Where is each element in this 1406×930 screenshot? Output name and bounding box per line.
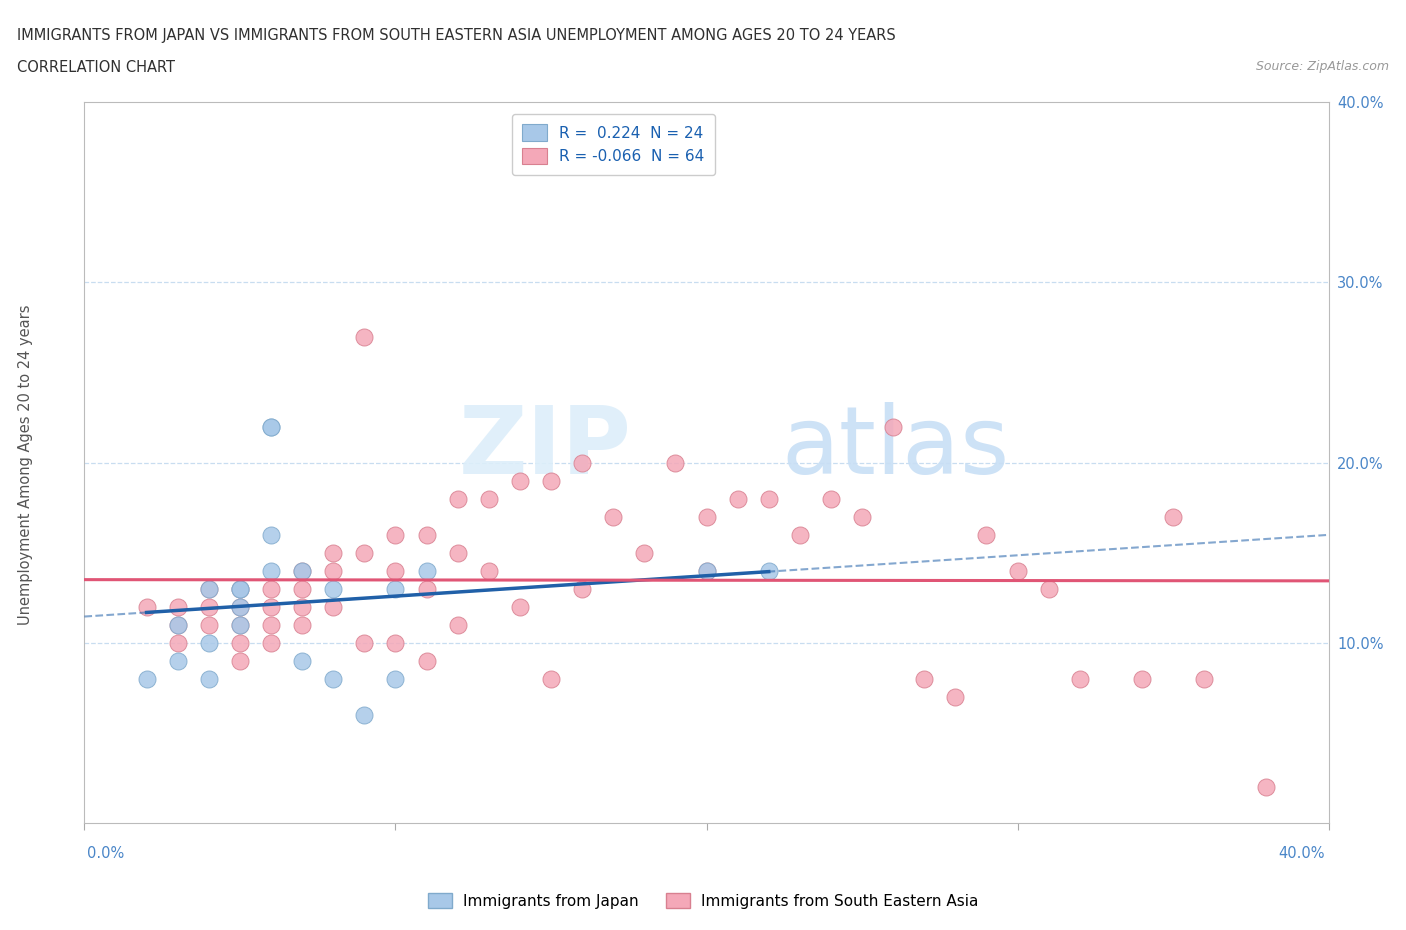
Point <box>602 510 624 525</box>
Point <box>322 564 344 578</box>
Point <box>1256 779 1278 794</box>
Point <box>447 491 470 506</box>
Point <box>322 545 344 560</box>
Point <box>260 618 283 632</box>
Text: 40.0%: 40.0% <box>1278 846 1324 861</box>
Point <box>166 600 188 615</box>
Point <box>198 581 221 596</box>
Point <box>229 618 252 632</box>
Point <box>322 600 344 615</box>
Point <box>229 600 252 615</box>
Point <box>353 329 375 344</box>
Point <box>229 618 252 632</box>
Point <box>229 581 252 596</box>
Point <box>198 600 221 615</box>
Point <box>540 671 562 686</box>
Point <box>135 671 157 686</box>
Point <box>198 635 221 650</box>
Point <box>415 564 437 578</box>
Point <box>912 671 935 686</box>
Point <box>260 600 283 615</box>
Point <box>415 581 437 596</box>
Point <box>260 419 283 434</box>
Text: 0.0%: 0.0% <box>87 846 124 861</box>
Point <box>322 581 344 596</box>
Point <box>353 635 375 650</box>
Text: Source: ZipAtlas.com: Source: ZipAtlas.com <box>1256 60 1389 73</box>
Point <box>1161 510 1184 525</box>
Point <box>291 654 314 669</box>
Point <box>291 564 314 578</box>
Point <box>291 600 314 615</box>
Point <box>571 456 593 471</box>
Point <box>1194 671 1216 686</box>
Legend: Immigrants from Japan, Immigrants from South Eastern Asia: Immigrants from Japan, Immigrants from S… <box>422 886 984 915</box>
Point <box>945 689 967 704</box>
Point <box>198 581 221 596</box>
Point <box>696 564 718 578</box>
Point <box>260 527 283 542</box>
Point <box>353 708 375 723</box>
Point <box>1038 581 1060 596</box>
Text: Unemployment Among Ages 20 to 24 years: Unemployment Among Ages 20 to 24 years <box>18 305 32 625</box>
Point <box>633 545 655 560</box>
Point <box>384 581 406 596</box>
Point <box>976 527 998 542</box>
Legend: R =  0.224  N = 24, R = -0.066  N = 64: R = 0.224 N = 24, R = -0.066 N = 64 <box>512 113 714 175</box>
Point <box>820 491 842 506</box>
Point <box>478 491 501 506</box>
Point <box>166 654 188 669</box>
Point <box>540 473 562 488</box>
Point <box>291 618 314 632</box>
Point <box>571 581 593 596</box>
Point <box>384 671 406 686</box>
Point <box>166 635 188 650</box>
Point <box>229 581 252 596</box>
Point <box>727 491 749 506</box>
Point <box>260 419 283 434</box>
Text: CORRELATION CHART: CORRELATION CHART <box>17 60 174 75</box>
Point <box>384 635 406 650</box>
Text: ZIP: ZIP <box>458 403 631 494</box>
Point <box>696 510 718 525</box>
Point <box>229 581 252 596</box>
Point <box>415 527 437 542</box>
Point <box>758 491 780 506</box>
Point <box>166 618 188 632</box>
Point <box>353 545 375 560</box>
Point <box>447 545 470 560</box>
Point <box>447 618 470 632</box>
Point <box>291 581 314 596</box>
Point <box>260 635 283 650</box>
Point <box>291 564 314 578</box>
Point <box>509 600 531 615</box>
Point <box>664 456 686 471</box>
Point <box>229 600 252 615</box>
Point <box>322 671 344 686</box>
Point <box>198 671 221 686</box>
Point <box>260 564 283 578</box>
Point <box>415 654 437 669</box>
Point <box>166 618 188 632</box>
Point <box>789 527 811 542</box>
Point <box>260 581 283 596</box>
Point <box>696 564 718 578</box>
Point <box>384 527 406 542</box>
Point <box>1069 671 1091 686</box>
Point <box>135 600 157 615</box>
Point <box>229 654 252 669</box>
Text: IMMIGRANTS FROM JAPAN VS IMMIGRANTS FROM SOUTH EASTERN ASIA UNEMPLOYMENT AMONG A: IMMIGRANTS FROM JAPAN VS IMMIGRANTS FROM… <box>17 28 896 43</box>
Point <box>384 564 406 578</box>
Point <box>198 618 221 632</box>
Point <box>509 473 531 488</box>
Point <box>229 635 252 650</box>
Point <box>478 564 501 578</box>
Text: atlas: atlas <box>782 403 1010 494</box>
Point <box>882 419 904 434</box>
Point <box>1007 564 1029 578</box>
Point <box>758 564 780 578</box>
Point <box>851 510 873 525</box>
Point <box>1130 671 1153 686</box>
